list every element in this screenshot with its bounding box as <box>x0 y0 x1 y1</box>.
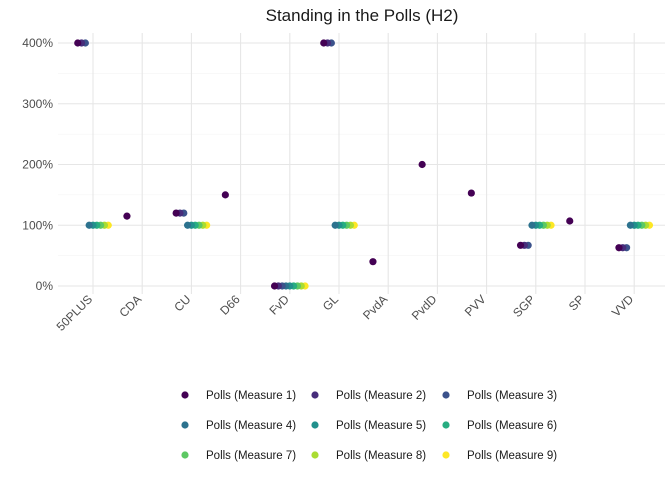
y-tick-label: 300% <box>22 97 53 111</box>
legend-swatch <box>442 421 450 429</box>
x-tick-label: FvD <box>266 292 292 318</box>
legend-label: Polls (Measure 7) <box>206 450 296 462</box>
legend-item: Polls (Measure 4) <box>181 420 296 432</box>
data-points <box>74 39 654 290</box>
legend-label: Polls (Measure 8) <box>336 450 426 462</box>
legend-label: Polls (Measure 1) <box>206 390 296 402</box>
legend-item: Polls (Measure 6) <box>442 420 557 432</box>
data-point <box>320 39 328 47</box>
data-point <box>566 217 574 225</box>
legend-swatch <box>311 421 319 429</box>
legend-item: Polls (Measure 1) <box>181 390 296 402</box>
legend: Polls (Measure 1) Polls (Measure 2) Polls … <box>181 390 557 462</box>
y-tick-label: 400% <box>22 36 53 50</box>
y-tick-label: 100% <box>22 218 53 232</box>
legend-item: Polls (Measure 7) <box>181 450 296 462</box>
data-point <box>172 209 180 217</box>
legend-swatch <box>181 391 189 399</box>
legend-item: Polls (Measure 9) <box>442 450 557 462</box>
x-tick-label: SGP <box>510 292 538 320</box>
data-point <box>516 241 525 249</box>
data-point <box>331 221 339 229</box>
data-point <box>74 39 82 47</box>
legend-item: Polls (Measure 5) <box>311 420 426 432</box>
x-tick-label: D66 <box>217 292 243 318</box>
data-point <box>626 221 634 229</box>
legend-swatch <box>181 421 189 429</box>
legend-label: Polls (Measure 6) <box>467 420 557 432</box>
legend-item: Polls (Measure 8) <box>311 450 426 462</box>
legend-item: Polls (Measure 2) <box>311 390 426 402</box>
x-tick-label: PvdD <box>409 292 440 323</box>
y-axis-tick-labels: 0% 100% 200% 300% 400% <box>22 36 53 293</box>
data-point <box>615 244 623 252</box>
legend-label: Polls (Measure 2) <box>336 390 426 402</box>
legend-swatch <box>442 451 450 459</box>
legend-label: Polls (Measure 3) <box>467 390 557 402</box>
grid-lines <box>58 33 665 294</box>
data-point <box>183 221 192 229</box>
x-tick-label: PVV <box>462 292 489 319</box>
x-axis-tick-labels: 50PLUS CDA CU D66 FvD GL PvdA PvdD PVV SGP SP VVD <box>54 292 637 334</box>
x-tick-label: SP <box>566 292 587 313</box>
data-point <box>123 212 131 220</box>
data-point <box>270 282 279 290</box>
data-point <box>418 160 426 169</box>
data-point <box>369 258 377 266</box>
legend-swatch <box>311 391 319 399</box>
chart-title: Standing in the Polls (H2) <box>266 6 459 25</box>
legend-item: Polls (Measure 3) <box>442 390 557 402</box>
data-point <box>528 221 536 229</box>
x-tick-label: CDA <box>117 292 145 320</box>
x-tick-label: GL <box>320 292 341 313</box>
legend-swatch <box>311 451 319 459</box>
x-tick-label: VVD <box>609 292 637 320</box>
x-tick-label: PvdA <box>360 292 390 322</box>
data-point <box>467 189 475 197</box>
legend-label: Polls (Measure 4) <box>206 420 296 432</box>
y-tick-label: 200% <box>22 158 53 172</box>
legend-swatch <box>181 451 189 459</box>
y-tick-label: 0% <box>36 279 54 293</box>
legend-swatch <box>442 391 450 399</box>
legend-label: Polls (Measure 9) <box>467 450 557 462</box>
data-point <box>85 221 93 229</box>
data-point <box>221 191 229 199</box>
x-tick-label: CU <box>171 292 193 314</box>
x-tick-label: 50PLUS <box>54 292 96 334</box>
legend-label: Polls (Measure 5) <box>336 420 426 432</box>
